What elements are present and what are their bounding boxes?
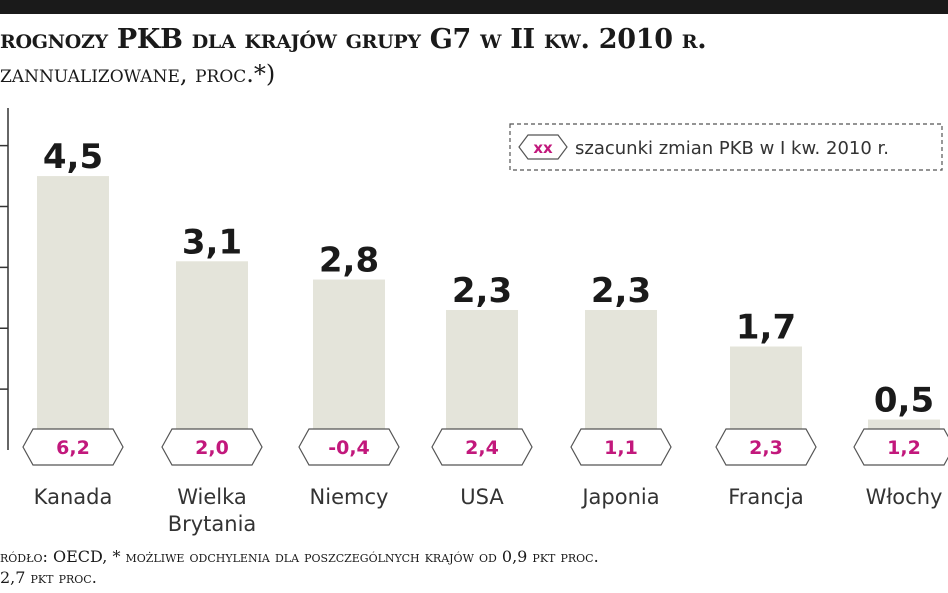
bar-group: 4,5 6,2 Kanada [22, 137, 124, 509]
q1-estimate-label: -0,4 [328, 437, 370, 459]
category-label: Japonia [580, 485, 659, 509]
q1-estimate-label: 1,2 [887, 437, 921, 459]
category-label: Niemcy [310, 485, 389, 509]
source-note-continued: 2,7 pkt proc. [0, 568, 97, 587]
bar-group: 2,3 2,4 USA [431, 271, 533, 509]
q1-estimate-badge [431, 428, 533, 466]
value-label: 1,7 [736, 308, 796, 348]
value-label: 2,3 [591, 271, 651, 311]
chart-subtitle: zannualizowane, proc.*) [0, 60, 276, 88]
q1-estimate-label: 2,4 [465, 437, 499, 459]
category-label: Francja [728, 485, 804, 509]
value-label: 2,8 [319, 241, 379, 281]
category-label: Wielka [177, 485, 247, 509]
bar-group: 2,8 -0,4 Niemcy [298, 241, 400, 509]
chart-footer: ródło: OECD, * możliwe odchylenia dla po… [0, 546, 948, 588]
bar [585, 309, 657, 450]
category-label: Włochy [866, 485, 943, 509]
q1-estimate-label: 2,0 [195, 437, 229, 459]
legend-box [509, 123, 943, 171]
q1-estimate-label: 6,2 [56, 437, 90, 459]
top-bar [0, 0, 948, 14]
q1-estimate-badge [853, 428, 948, 466]
value-label: 2,3 [452, 271, 512, 311]
category-label: USA [460, 485, 504, 509]
bar-group: 0,5 1,2 Włochy [853, 381, 948, 509]
bar-group: 2,3 1,1 Japonia [570, 271, 672, 509]
bar [446, 309, 518, 450]
value-label: 4,5 [43, 137, 103, 177]
q1-estimate-badge [715, 428, 817, 466]
q1-estimate-badge [161, 428, 263, 466]
q1-estimate-badge [22, 428, 124, 466]
chart-title: rognozy PKB dla krajów grupy G7 w II kw.… [0, 24, 707, 55]
legend-badge-label: xx [533, 139, 553, 157]
value-label: 0,5 [874, 381, 934, 421]
bar [176, 261, 248, 450]
legend-badge [518, 134, 568, 160]
bar [37, 176, 109, 451]
q1-estimate-label: 1,1 [604, 437, 638, 459]
q1-estimate-badge [298, 428, 400, 466]
bar-group: 1,7 2,3 Francja [715, 308, 817, 509]
source-note: ródło: OECD, * możliwe odchylenia dla po… [0, 547, 599, 566]
category-label: Kanada [34, 485, 113, 509]
legend: xx szacunki zmian PKB w I kw. 2010 r. [509, 123, 943, 171]
bar-group: 3,1 2,0 Wielka Brytania [161, 222, 263, 536]
legend-label: szacunki zmian PKB w I kw. 2010 r. [575, 138, 889, 159]
q1-estimate-label: 2,3 [749, 437, 783, 459]
value-label: 3,1 [182, 222, 242, 262]
bar [313, 279, 385, 450]
q1-estimate-badge [570, 428, 672, 466]
category-label: Brytania [168, 512, 257, 536]
